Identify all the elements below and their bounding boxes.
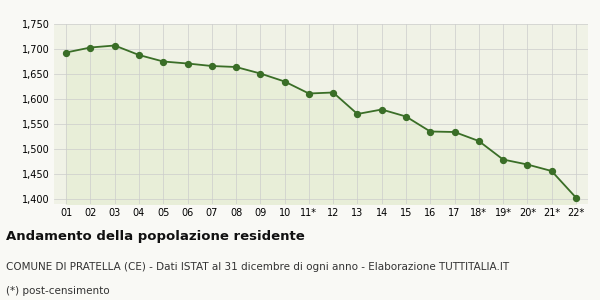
Point — [498, 157, 508, 162]
Point — [547, 169, 556, 173]
Point — [377, 107, 386, 112]
Point — [474, 139, 484, 143]
Point — [158, 59, 168, 64]
Point — [134, 52, 144, 57]
Point — [523, 162, 532, 167]
Text: COMUNE DI PRATELLA (CE) - Dati ISTAT al 31 dicembre di ogni anno - Elaborazione : COMUNE DI PRATELLA (CE) - Dati ISTAT al … — [6, 262, 509, 272]
Point — [231, 64, 241, 69]
Point — [450, 130, 460, 134]
Point — [110, 43, 119, 48]
Point — [304, 91, 314, 96]
Point — [353, 112, 362, 116]
Point — [182, 61, 192, 66]
Point — [425, 129, 435, 134]
Point — [207, 64, 217, 68]
Point — [86, 45, 95, 50]
Point — [571, 195, 581, 200]
Point — [401, 114, 411, 119]
Point — [61, 50, 71, 55]
Text: Andamento della popolazione residente: Andamento della popolazione residente — [6, 230, 305, 243]
Point — [256, 71, 265, 76]
Point — [328, 90, 338, 95]
Point — [280, 79, 289, 84]
Text: (*) post-censimento: (*) post-censimento — [6, 286, 110, 296]
